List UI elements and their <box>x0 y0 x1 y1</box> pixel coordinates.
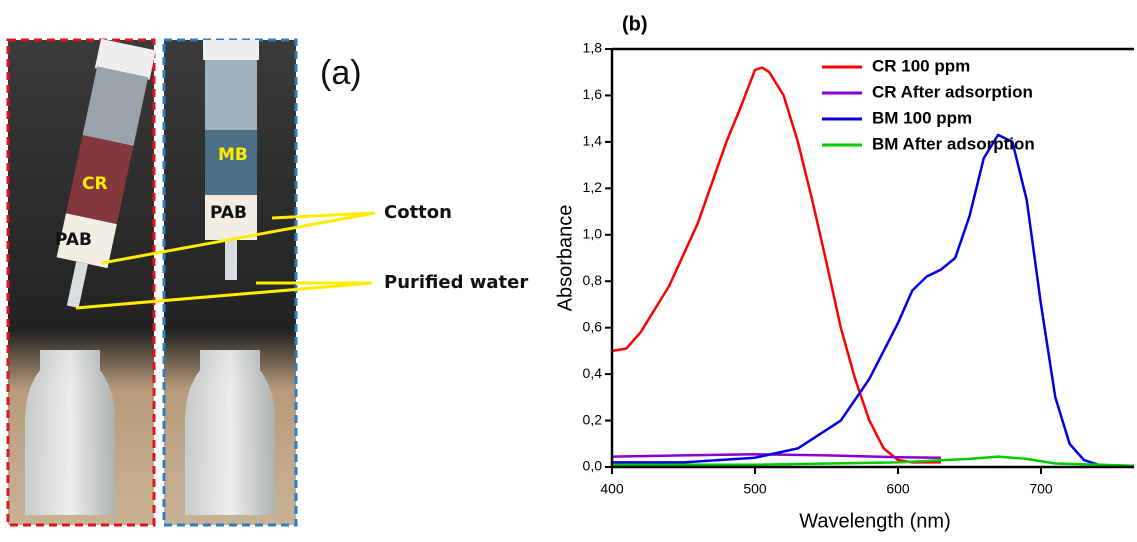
syringe <box>203 40 259 280</box>
syringe <box>56 38 156 308</box>
legend-label: CR 100 ppm <box>872 56 970 75</box>
plunger <box>203 40 259 60</box>
legend-label: CR After adsorption <box>872 82 1033 101</box>
arrow-label: Cotton <box>384 202 452 223</box>
syringe-label: CR <box>82 174 108 194</box>
tip <box>225 240 237 280</box>
x-tick-label: 600 <box>886 481 910 497</box>
y-tick-label: 1,0 <box>583 225 603 241</box>
panel-label: (a) <box>320 54 362 92</box>
cotton <box>56 213 117 269</box>
chart-title: (b) <box>622 13 648 35</box>
arrow <box>101 211 376 265</box>
series-line <box>611 66 941 464</box>
x-tick-label: 700 <box>1029 481 1053 497</box>
vial <box>185 350 275 515</box>
cotton <box>205 195 257 240</box>
series-line <box>612 455 1135 468</box>
syringe-label: PAB <box>210 203 247 223</box>
x-tick-label: 500 <box>743 481 767 497</box>
photo: CR PAB MB PAB (a) Cotton Purified water <box>6 38 528 527</box>
syringe-label: PAB <box>55 230 92 250</box>
series-line <box>612 133 1135 469</box>
y-tick-label: 0,0 <box>583 458 603 474</box>
series-line <box>611 452 941 459</box>
x-axis-label: Wavelength (nm) <box>799 510 951 532</box>
y-tick-label: 0,6 <box>583 318 603 334</box>
y-tick-label: 1,8 <box>583 40 603 56</box>
barrel <box>82 66 149 146</box>
legend-label: BM After adsorption <box>872 134 1035 153</box>
legend-label: BM 100 ppm <box>872 108 972 127</box>
tip <box>66 261 88 308</box>
y-tick-label: 1,6 <box>583 86 603 102</box>
y-tick-label: 1,2 <box>583 179 603 195</box>
y-axis-label: Absorbance <box>554 205 576 312</box>
vial <box>25 350 115 515</box>
arrow <box>271 211 376 220</box>
y-tick-label: 0,8 <box>583 272 603 288</box>
x-tick-label: 400 <box>600 481 624 497</box>
y-tick-label: 1,4 <box>583 133 603 149</box>
arrow-label: Purified water <box>384 272 528 293</box>
syringe-label: MB <box>218 145 248 165</box>
barrel <box>205 60 257 130</box>
frame <box>6 38 156 527</box>
axes <box>610 47 1134 469</box>
arrows <box>75 211 376 310</box>
y-tick-label: 0,2 <box>583 411 603 427</box>
y-tick-label: 0,4 <box>583 365 603 381</box>
arrow <box>75 281 373 310</box>
